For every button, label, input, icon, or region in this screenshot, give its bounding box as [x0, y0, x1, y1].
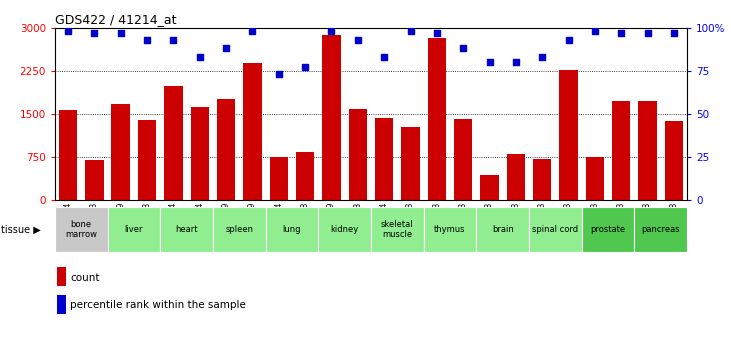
- Bar: [586, 157, 604, 200]
- Point: [563, 37, 575, 42]
- Text: count: count: [70, 273, 99, 283]
- Bar: [270, 157, 288, 200]
- Point: [167, 37, 179, 42]
- Bar: [638, 101, 657, 200]
- Point: [405, 28, 417, 34]
- Bar: [375, 118, 393, 200]
- Bar: [191, 107, 209, 200]
- Bar: [318, 207, 371, 252]
- Text: pancreas: pancreas: [642, 225, 680, 234]
- Point: [431, 30, 443, 36]
- Point: [325, 28, 337, 34]
- Point: [220, 46, 232, 51]
- Bar: [612, 101, 631, 200]
- Bar: [107, 207, 160, 252]
- Bar: [138, 120, 156, 200]
- Bar: [111, 104, 130, 200]
- Point: [589, 28, 601, 34]
- Bar: [371, 207, 424, 252]
- Bar: [349, 109, 367, 200]
- Text: GDS422 / 41214_at: GDS422 / 41214_at: [55, 13, 176, 27]
- Text: liver: liver: [124, 225, 143, 234]
- Text: percentile rank within the sample: percentile rank within the sample: [70, 300, 246, 310]
- Text: bone
marrow: bone marrow: [65, 220, 97, 239]
- Bar: [424, 207, 477, 252]
- Point: [88, 30, 100, 36]
- Point: [484, 59, 496, 65]
- Text: lung: lung: [283, 225, 301, 234]
- Point: [246, 28, 258, 34]
- Text: kidney: kidney: [330, 225, 359, 234]
- Bar: [322, 34, 341, 200]
- Bar: [533, 159, 551, 200]
- Bar: [428, 38, 446, 200]
- Bar: [401, 127, 420, 200]
- Bar: [664, 121, 683, 200]
- Point: [379, 54, 390, 60]
- Point: [273, 71, 284, 77]
- Text: heart: heart: [175, 225, 198, 234]
- Bar: [55, 207, 107, 252]
- Text: tissue ▶: tissue ▶: [1, 225, 41, 234]
- Bar: [480, 175, 499, 200]
- Bar: [213, 207, 265, 252]
- Bar: [582, 207, 635, 252]
- Point: [616, 30, 627, 36]
- Bar: [635, 207, 687, 252]
- Point: [62, 28, 74, 34]
- Bar: [559, 70, 577, 200]
- Bar: [529, 207, 582, 252]
- Point: [352, 37, 363, 42]
- Text: spinal cord: spinal cord: [532, 225, 578, 234]
- Text: thymus: thymus: [434, 225, 466, 234]
- Bar: [85, 160, 104, 200]
- Text: skeletal
muscle: skeletal muscle: [381, 220, 414, 239]
- Bar: [243, 63, 262, 200]
- Point: [299, 65, 311, 70]
- Bar: [164, 86, 183, 200]
- Text: brain: brain: [492, 225, 514, 234]
- Point: [510, 59, 522, 65]
- Text: spleen: spleen: [225, 225, 253, 234]
- Bar: [160, 207, 213, 252]
- Bar: [58, 110, 77, 200]
- Bar: [477, 207, 529, 252]
- Point: [642, 30, 654, 36]
- Point: [668, 30, 680, 36]
- Bar: [217, 99, 235, 200]
- Point: [115, 30, 126, 36]
- Bar: [296, 152, 314, 200]
- Point: [458, 46, 469, 51]
- Bar: [507, 154, 525, 200]
- Bar: [454, 119, 472, 200]
- Text: prostate: prostate: [591, 225, 626, 234]
- Point: [141, 37, 153, 42]
- Point: [537, 54, 548, 60]
- Point: [194, 54, 205, 60]
- Bar: [265, 207, 318, 252]
